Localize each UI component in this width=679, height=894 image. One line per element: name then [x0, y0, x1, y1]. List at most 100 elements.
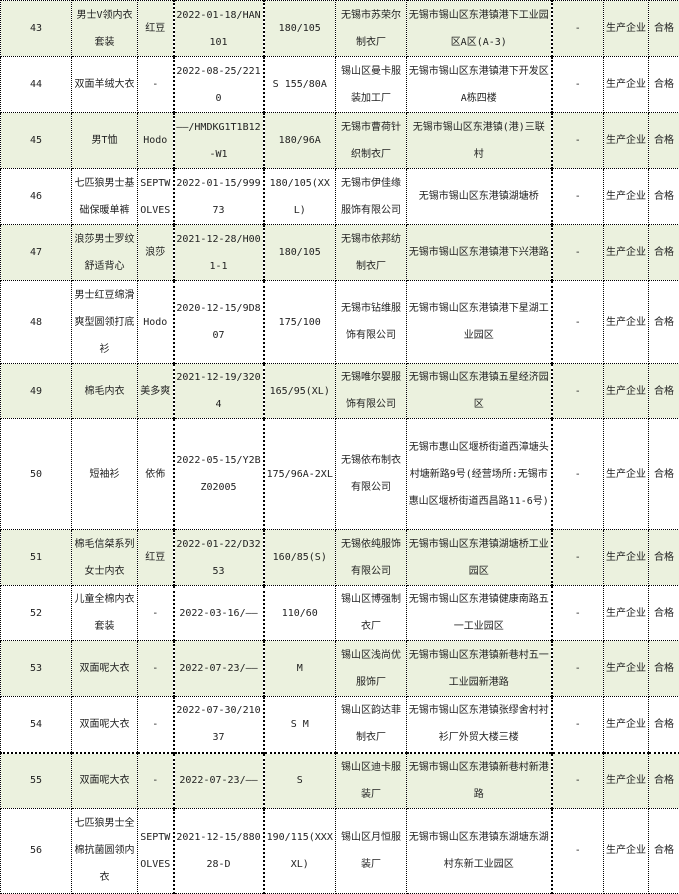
enterprise-type-cell: 生产企业	[604, 586, 649, 641]
manufacturer-cell: 无锡唯尔婴服饰有限公司	[336, 364, 407, 419]
brand-cell: 美多爽	[138, 364, 174, 419]
specification-cell: 110/60	[264, 586, 336, 641]
specification-cell: 180/105	[264, 225, 336, 281]
inspection-result-cell: 合格	[649, 281, 679, 364]
row-number-cell: 50	[1, 419, 72, 530]
brand-cell: 浪莎	[138, 225, 174, 281]
product-name-cell: 七匹狼男士全棉抗菌圆领内衣	[72, 808, 138, 893]
row-number-cell: 45	[1, 113, 72, 169]
specification-cell: S M	[264, 697, 336, 753]
extra-field-cell: -	[552, 113, 604, 169]
brand-cell: -	[138, 641, 174, 697]
manufacturer-address-cell: 无锡市锡山区东港镇湖塘桥工业园区	[407, 530, 552, 586]
enterprise-type-cell: 生产企业	[604, 281, 649, 364]
manufacturer-cell: 锡山区浅尚优服饰厂	[336, 641, 407, 697]
extra-field-cell: -	[552, 1, 604, 57]
production-date-batch-cell: 2022-07-30/21037	[174, 697, 264, 753]
enterprise-type-cell: 生产企业	[604, 530, 649, 586]
enterprise-type-cell: 生产企业	[604, 419, 649, 530]
extra-field-cell: -	[552, 281, 604, 364]
row-number-cell: 48	[1, 281, 72, 364]
manufacturer-address-cell: 无锡市锡山区东港镇新巷村新港路	[407, 753, 552, 809]
brand-cell: Hodo	[138, 281, 174, 364]
product-name-cell: 棉毛内衣	[72, 364, 138, 419]
inspection-result-cell: 合格	[649, 225, 679, 281]
enterprise-type-cell: 生产企业	[604, 169, 649, 225]
row-number-cell: 56	[1, 808, 72, 893]
manufacturer-cell: 无锡市钻维服饰有限公司	[336, 281, 407, 364]
product-name-cell: 短袖衫	[72, 419, 138, 530]
extra-field-cell: -	[552, 641, 604, 697]
specification-cell: 175/96A-2XL	[264, 419, 336, 530]
product-name-cell: 双面呢大衣	[72, 641, 138, 697]
brand-cell: SEPTWOLVES	[138, 169, 174, 225]
row-number-cell: 54	[1, 697, 72, 753]
product-name-cell: 双面呢大衣	[72, 753, 138, 809]
manufacturer-cell: 无锡依纯服饰有限公司	[336, 530, 407, 586]
production-date-batch-cell: 2022-08-25/2210	[174, 57, 264, 113]
extra-field-cell: -	[552, 419, 604, 530]
enterprise-type-cell: 生产企业	[604, 808, 649, 893]
inspection-result-cell: 合格	[649, 169, 679, 225]
extra-field-cell: -	[552, 364, 604, 419]
product-name-cell: 儿童全棉内衣套装	[72, 586, 138, 641]
row-number-cell: 44	[1, 57, 72, 113]
row-number-cell: 47	[1, 225, 72, 281]
manufacturer-address-cell: 无锡市锡山区东港镇港下兴港路	[407, 225, 552, 281]
product-name-cell: 男士V领内衣套装	[72, 1, 138, 57]
inspection-result-cell: 合格	[649, 753, 679, 809]
extra-field-cell: -	[552, 808, 604, 893]
inspection-result-cell: 合格	[649, 697, 679, 753]
brand-cell: 依佈	[138, 419, 174, 530]
extra-field-cell: -	[552, 586, 604, 641]
manufacturer-cell: 锡山区曼卡服装加工厂	[336, 57, 407, 113]
specification-cell: 180/105	[264, 1, 336, 57]
manufacturer-address-cell: 无锡市惠山区堰桥街道西漳塘头村塘新路9号(经营场所:无锡市惠山区堰桥街道西昌路1…	[407, 419, 552, 530]
manufacturer-cell: 锡山区韵达菲制衣厂	[336, 697, 407, 753]
row-number-cell: 55	[1, 753, 72, 809]
enterprise-type-cell: 生产企业	[604, 364, 649, 419]
product-name-cell: 棉毛信桀系列女士内衣	[72, 530, 138, 586]
production-date-batch-cell: 2022-01-18/HAN101	[174, 1, 264, 57]
manufacturer-address-cell: 无锡市锡山区东港镇港下星湖工业园区	[407, 281, 552, 364]
product-name-cell: 男士红豆绵滑爽型圆领打底衫	[72, 281, 138, 364]
inspection-result-cell: 合格	[649, 57, 679, 113]
brand-cell: -	[138, 697, 174, 753]
row-number-cell: 43	[1, 1, 72, 57]
production-date-batch-cell: 2021-12-28/H001-1	[174, 225, 264, 281]
inspection-result-cell: 合格	[649, 113, 679, 169]
specification-cell: 160/85(S)	[264, 530, 336, 586]
extra-field-cell: -	[552, 697, 604, 753]
specification-cell: 190/115(XXXXL)	[264, 808, 336, 893]
enterprise-type-cell: 生产企业	[604, 57, 649, 113]
enterprise-type-cell: 生产企业	[604, 697, 649, 753]
brand-cell: Hodo	[138, 113, 174, 169]
manufacturer-cell: 锡山区博强制衣厂	[336, 586, 407, 641]
inspection-result-cell: 合格	[649, 530, 679, 586]
production-date-batch-cell: 2021-12-15/88028-D	[174, 808, 264, 893]
product-name-cell: 双面羊绒大衣	[72, 57, 138, 113]
extra-field-cell: -	[552, 57, 604, 113]
specification-cell: 165/95(XL)	[264, 364, 336, 419]
enterprise-type-cell: 生产企业	[604, 641, 649, 697]
inspection-result-cell: 合格	[649, 641, 679, 697]
production-date-batch-cell: 2022-03-16/——	[174, 586, 264, 641]
row-number-cell: 49	[1, 364, 72, 419]
product-name-cell: 双面呢大衣	[72, 697, 138, 753]
manufacturer-cell: 无锡市苏荣尔制衣厂	[336, 1, 407, 57]
product-name-cell: 男T恤	[72, 113, 138, 169]
production-date-batch-cell: ——/HMDKG1T1B12-W1	[174, 113, 264, 169]
enterprise-type-cell: 生产企业	[604, 1, 649, 57]
enterprise-type-cell: 生产企业	[604, 113, 649, 169]
manufacturer-address-cell: 无锡市锡山区东港镇港下开发区A栋四楼	[407, 57, 552, 113]
